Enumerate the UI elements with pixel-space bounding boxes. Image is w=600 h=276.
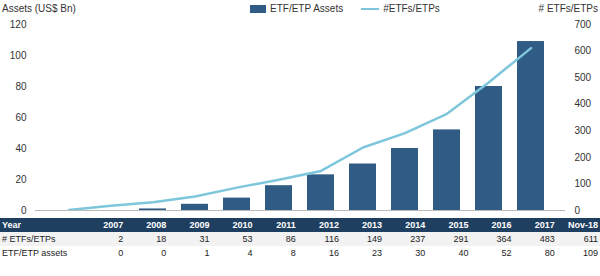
html-text:483: 483 xyxy=(539,234,555,244)
html-text:2012: 2012 xyxy=(318,220,339,230)
html-text:149: 149 xyxy=(367,234,383,244)
html-text:23: 23 xyxy=(372,248,383,258)
svg-text:200: 200 xyxy=(575,152,592,163)
svg-text:700: 700 xyxy=(575,19,592,30)
html-text:2011: 2011 xyxy=(276,220,296,230)
svg-text:400: 400 xyxy=(575,98,592,109)
html-text:1: 1 xyxy=(204,248,210,258)
html-text:8: 8 xyxy=(290,248,296,258)
html-text:2010: 2010 xyxy=(232,220,253,230)
html-text:2017: 2017 xyxy=(534,220,555,230)
html-text:116: 116 xyxy=(324,234,339,244)
html-text:4: 4 xyxy=(247,248,253,258)
html-text:# ETFs/ETPs: # ETFs/ETPs xyxy=(538,3,598,14)
svg-text:40: 40 xyxy=(15,143,27,154)
html-text:2013: 2013 xyxy=(362,220,383,230)
html-text:53: 53 xyxy=(242,234,253,244)
html-text:2016: 2016 xyxy=(491,220,512,230)
html-text:31: 31 xyxy=(199,234,210,244)
html-text:109: 109 xyxy=(583,248,598,258)
html-text:18: 18 xyxy=(156,234,167,244)
html-text:52: 52 xyxy=(501,248,512,258)
svg-text:0: 0 xyxy=(575,205,581,216)
html-text:86: 86 xyxy=(285,234,296,244)
html-text:# ETFs/ETPs: # ETFs/ETPs xyxy=(2,234,56,244)
svg-text:100: 100 xyxy=(575,178,592,189)
html-text:2007: 2007 xyxy=(103,220,124,230)
html-text:2008: 2008 xyxy=(146,220,167,230)
svg-text:0: 0 xyxy=(21,205,27,216)
svg-text:300: 300 xyxy=(575,125,592,136)
html-text:Year: Year xyxy=(2,220,21,230)
html-text:2: 2 xyxy=(118,234,124,244)
html-text:ETF/ETP assets: ETF/ETP assets xyxy=(2,248,68,258)
html-text:2015: 2015 xyxy=(448,220,469,230)
html-text:2014: 2014 xyxy=(405,220,426,230)
html-text:237: 237 xyxy=(410,234,426,244)
html-text:2009: 2009 xyxy=(189,220,210,230)
html-text:291: 291 xyxy=(453,234,469,244)
html-text:Assets (US$ Bn): Assets (US$ Bn) xyxy=(2,3,76,14)
html-text:40: 40 xyxy=(458,248,469,258)
svg-text:600: 600 xyxy=(575,45,592,56)
html-text:611: 611 xyxy=(583,234,598,244)
svg-text:500: 500 xyxy=(575,72,592,83)
html-text:364: 364 xyxy=(496,234,512,244)
html-text:16: 16 xyxy=(328,248,339,258)
svg-text:60: 60 xyxy=(15,112,27,123)
html-text:0: 0 xyxy=(118,248,124,258)
html-text:#ETFs/ETPs: #ETFs/ETPs xyxy=(383,3,440,14)
html-text:30: 30 xyxy=(415,248,426,258)
svg-text:120: 120 xyxy=(10,19,27,30)
svg-text:100: 100 xyxy=(10,50,27,61)
svg-text:80: 80 xyxy=(15,81,27,92)
html-text:Nov-18: Nov-18 xyxy=(568,220,598,230)
html-text:0: 0 xyxy=(161,248,167,258)
svg-text:20: 20 xyxy=(15,174,27,185)
html-text:ETF/ETP Assets: ETF/ETP Assets xyxy=(270,3,344,14)
html-text:80: 80 xyxy=(544,248,555,258)
